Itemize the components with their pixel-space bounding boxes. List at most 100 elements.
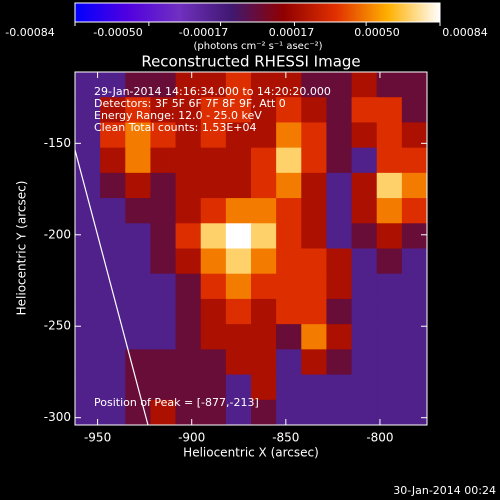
heatmap-cell (276, 324, 302, 350)
heatmap-cell (200, 97, 227, 123)
heatmap-cell (75, 248, 101, 275)
heatmap-cell (376, 374, 403, 401)
heatmap-cell (225, 399, 252, 426)
heatmap-cell (326, 147, 353, 174)
heatmap-cell (401, 273, 428, 300)
x-tick-label: -950 (84, 431, 111, 445)
heatmap-cell (376, 97, 403, 123)
heatmap-cell (150, 374, 177, 401)
heatmap-cell (401, 122, 428, 149)
heatmap-cell (301, 172, 327, 199)
y-axis-label: Heliocentric Y (arcsec) (15, 181, 29, 316)
heatmap-cell (125, 298, 151, 325)
heatmap-cell (326, 349, 353, 376)
x-tick-label: -900 (178, 431, 205, 445)
heatmap-cell (225, 273, 252, 300)
heatmap-cell (175, 122, 202, 149)
heatmap-cell (150, 72, 177, 98)
heatmap-cell (200, 72, 227, 98)
heatmap-cell (401, 399, 428, 426)
heatmap-cell (251, 122, 277, 149)
heatmap-cell (75, 298, 101, 325)
heatmap-cell (351, 349, 378, 376)
heatmap-cell (276, 223, 302, 249)
heatmap-cell (276, 374, 302, 401)
heatmap-cell (376, 223, 403, 249)
heatmap-cell (200, 273, 227, 300)
heatmap-cell (301, 374, 327, 401)
y-tick-label: -300 (44, 410, 71, 424)
heatmap-cell (301, 298, 327, 325)
heatmap-cell (326, 172, 353, 199)
heatmap-cell (376, 349, 403, 376)
heatmap-cell (301, 273, 327, 300)
heatmap-cell (200, 248, 227, 275)
heatmap-cell (376, 324, 403, 350)
heatmap-cell (225, 374, 252, 401)
heatmap-cell (276, 198, 302, 224)
heatmap-cell (175, 147, 202, 174)
heatmap-cell (276, 298, 302, 325)
heatmap-cell (100, 172, 126, 199)
heatmap-cell (301, 97, 327, 123)
heatmap-cell (351, 172, 378, 199)
heatmap-cell (175, 97, 202, 123)
colorbar (74, 2, 441, 23)
heatmap-cell (150, 172, 177, 199)
heatmap-cell (276, 122, 302, 149)
heatmap-cell (401, 349, 428, 376)
heatmap-cell (175, 298, 202, 325)
heatmap-cell (376, 399, 403, 426)
heatmap-cell (401, 72, 428, 98)
heatmap-cell (125, 223, 151, 249)
heatmap-cell (200, 223, 227, 249)
heatmap-cell (301, 248, 327, 275)
heatmap-cell (175, 248, 202, 275)
footer: 30-Jan-2014 00:24 (393, 484, 496, 497)
heatmap-cell (125, 72, 151, 98)
annotation: Clean Total counts: 1.53E+04 (94, 121, 257, 134)
heatmap-cell (150, 324, 177, 350)
heatmap-cell (225, 198, 252, 224)
heatmap-cell (276, 97, 302, 123)
heatmap-cell (351, 324, 378, 350)
heatmap-cell (225, 72, 252, 98)
colorbar-label: (photons cm⁻² s⁻¹ asec⁻²) (193, 41, 322, 52)
heatmap-cell (251, 223, 277, 249)
heatmap-cell (401, 97, 428, 123)
heatmap-cell (150, 147, 177, 174)
x-tick-label: -850 (272, 431, 299, 445)
heatmap-cell (251, 172, 277, 199)
heatmap-cell (175, 349, 202, 376)
heatmap-cell (276, 399, 302, 426)
heatmap-cell (200, 374, 227, 401)
heatmap-cell (125, 122, 151, 149)
heatmap-cell (225, 147, 252, 174)
heatmap-cell (251, 324, 277, 350)
heatmap-cell (175, 273, 202, 300)
heatmap-cell (200, 122, 227, 149)
heatmap-cell (251, 97, 277, 123)
heatmap-cell (326, 223, 353, 249)
heatmap-cell (301, 223, 327, 249)
heatmap-cell (150, 198, 177, 224)
plot-frame (74, 71, 428, 426)
heatmap-cell (376, 198, 403, 224)
chart-title: Reconstructed RHESSI Image (141, 53, 360, 71)
heatmap-cell (125, 273, 151, 300)
heatmap-cell (150, 223, 177, 249)
colorbar-tick-label: 0.00050 (354, 26, 400, 39)
heatmap-cell (276, 349, 302, 376)
colorbar-tick-label: 0.00084 (442, 26, 488, 39)
heatmap-cell (351, 122, 378, 149)
heatmap-cell (251, 349, 277, 376)
heatmap-cell (251, 298, 277, 325)
heatmap-cell (251, 273, 277, 300)
heatmap-cell (301, 147, 327, 174)
heatmap-cell (225, 349, 252, 376)
y-tick-label: -150 (44, 136, 71, 150)
heatmap-cell (401, 223, 428, 249)
heatmap-cell (351, 248, 378, 275)
heatmap-cell (175, 172, 202, 199)
heatmap-cell (200, 198, 227, 224)
